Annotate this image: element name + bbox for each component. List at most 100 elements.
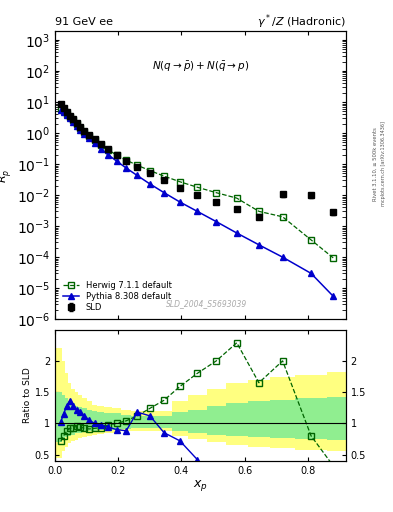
Herwig 7.1.1 default bbox=[106, 147, 110, 153]
Pythia 8.308 default bbox=[106, 152, 110, 158]
Herwig 7.1.1 default bbox=[74, 121, 79, 127]
Herwig 7.1.1 default bbox=[309, 237, 314, 243]
Text: SLD_2004_S5693039: SLD_2004_S5693039 bbox=[165, 298, 247, 308]
Pythia 8.308 default bbox=[147, 181, 152, 187]
Bar bbox=[327, 372, 346, 452]
Bar bbox=[207, 406, 226, 435]
Pythia 8.308 default bbox=[82, 131, 87, 137]
X-axis label: $x_{p}$: $x_{p}$ bbox=[193, 478, 208, 494]
Pythia 8.308 default bbox=[124, 165, 129, 171]
Bar bbox=[270, 399, 295, 438]
Bar bbox=[97, 406, 104, 434]
Pythia 8.308 default bbox=[64, 112, 69, 118]
Herwig 7.1.1 default bbox=[257, 208, 261, 215]
Bar bbox=[188, 395, 207, 439]
Herwig 7.1.1 default bbox=[331, 255, 336, 261]
Bar bbox=[143, 411, 156, 431]
Herwig 7.1.1 default bbox=[178, 179, 182, 185]
Bar bbox=[295, 375, 327, 450]
Herwig 7.1.1 default bbox=[58, 106, 63, 112]
Pythia 8.308 default bbox=[162, 189, 167, 196]
Line: Pythia 8.308 default: Pythia 8.308 default bbox=[58, 107, 336, 300]
Bar bbox=[75, 392, 79, 440]
Bar bbox=[112, 409, 121, 433]
Bar bbox=[82, 398, 86, 437]
Bar bbox=[131, 411, 143, 431]
Bar bbox=[79, 407, 82, 433]
Bar bbox=[55, 392, 62, 442]
Bar bbox=[226, 403, 248, 436]
Bar bbox=[248, 379, 270, 447]
Herwig 7.1.1 default bbox=[162, 173, 167, 179]
Bar bbox=[55, 348, 62, 458]
Text: $\gamma^*/Z$ (Hadronic): $\gamma^*/Z$ (Hadronic) bbox=[257, 12, 346, 31]
Bar bbox=[65, 398, 68, 437]
Herwig 7.1.1 default bbox=[135, 162, 140, 168]
Bar bbox=[226, 383, 248, 445]
Bar bbox=[62, 361, 65, 452]
Pythia 8.308 default bbox=[331, 293, 336, 300]
Pythia 8.308 default bbox=[78, 126, 83, 133]
Bar bbox=[92, 411, 97, 431]
Bar bbox=[86, 401, 92, 436]
Pythia 8.308 default bbox=[61, 109, 66, 115]
Pythia 8.308 default bbox=[92, 140, 97, 146]
Bar bbox=[207, 389, 226, 442]
Herwig 7.1.1 default bbox=[234, 195, 239, 201]
Y-axis label: Ratio to SLD: Ratio to SLD bbox=[23, 368, 32, 423]
Y-axis label: $R^{-}_{p}$: $R^{-}_{p}$ bbox=[0, 167, 14, 183]
Bar bbox=[112, 413, 121, 430]
Pythia 8.308 default bbox=[178, 199, 182, 205]
Bar bbox=[92, 404, 97, 435]
Bar bbox=[121, 415, 131, 429]
Text: mcplots.cern.ch [arXiv:1306.3436]: mcplots.cern.ch [arXiv:1306.3436] bbox=[381, 121, 386, 206]
Herwig 7.1.1 default bbox=[71, 117, 75, 123]
Herwig 7.1.1 default bbox=[92, 137, 97, 143]
Pythia 8.308 default bbox=[214, 219, 219, 225]
Bar bbox=[327, 397, 346, 440]
Bar bbox=[68, 383, 72, 443]
Bar bbox=[172, 401, 188, 436]
Herwig 7.1.1 default bbox=[87, 133, 92, 139]
Pythia 8.308 default bbox=[114, 158, 119, 164]
Text: 91 GeV ee: 91 GeV ee bbox=[55, 17, 113, 27]
Pythia 8.308 default bbox=[99, 146, 103, 152]
Herwig 7.1.1 default bbox=[78, 124, 83, 131]
Bar bbox=[131, 416, 143, 429]
Bar bbox=[172, 412, 188, 431]
Bar bbox=[62, 395, 65, 439]
Herwig 7.1.1 default bbox=[99, 142, 103, 148]
Bar bbox=[72, 403, 75, 435]
Line: Herwig 7.1.1 default: Herwig 7.1.1 default bbox=[58, 106, 336, 261]
Pythia 8.308 default bbox=[87, 135, 92, 141]
Pythia 8.308 default bbox=[195, 208, 200, 215]
Pythia 8.308 default bbox=[234, 230, 239, 236]
Bar bbox=[79, 395, 82, 438]
Herwig 7.1.1 default bbox=[214, 189, 219, 196]
Bar bbox=[270, 376, 295, 449]
Bar bbox=[104, 407, 112, 433]
Bar bbox=[121, 410, 131, 432]
Pythia 8.308 default bbox=[280, 254, 285, 260]
Bar bbox=[188, 410, 207, 433]
Pythia 8.308 default bbox=[58, 107, 63, 113]
Bar bbox=[295, 398, 327, 439]
Bar bbox=[86, 410, 92, 432]
Herwig 7.1.1 default bbox=[280, 214, 285, 220]
Herwig 7.1.1 default bbox=[124, 157, 129, 163]
Legend: Herwig 7.1.1 default, Pythia 8.308 default, SLD: Herwig 7.1.1 default, Pythia 8.308 defau… bbox=[61, 279, 173, 313]
Bar bbox=[143, 416, 156, 429]
Bar bbox=[68, 401, 72, 436]
Herwig 7.1.1 default bbox=[64, 111, 69, 117]
Bar bbox=[72, 389, 75, 441]
Herwig 7.1.1 default bbox=[114, 152, 119, 158]
Pythia 8.308 default bbox=[257, 242, 261, 248]
Bar bbox=[97, 412, 104, 430]
Bar bbox=[248, 401, 270, 437]
Bar bbox=[82, 409, 86, 432]
Bar bbox=[65, 373, 68, 447]
Text: Rivet 3.1.10, ≥ 500k events: Rivet 3.1.10, ≥ 500k events bbox=[373, 127, 378, 201]
Herwig 7.1.1 default bbox=[82, 129, 87, 135]
Herwig 7.1.1 default bbox=[195, 184, 200, 190]
Bar bbox=[156, 411, 172, 431]
